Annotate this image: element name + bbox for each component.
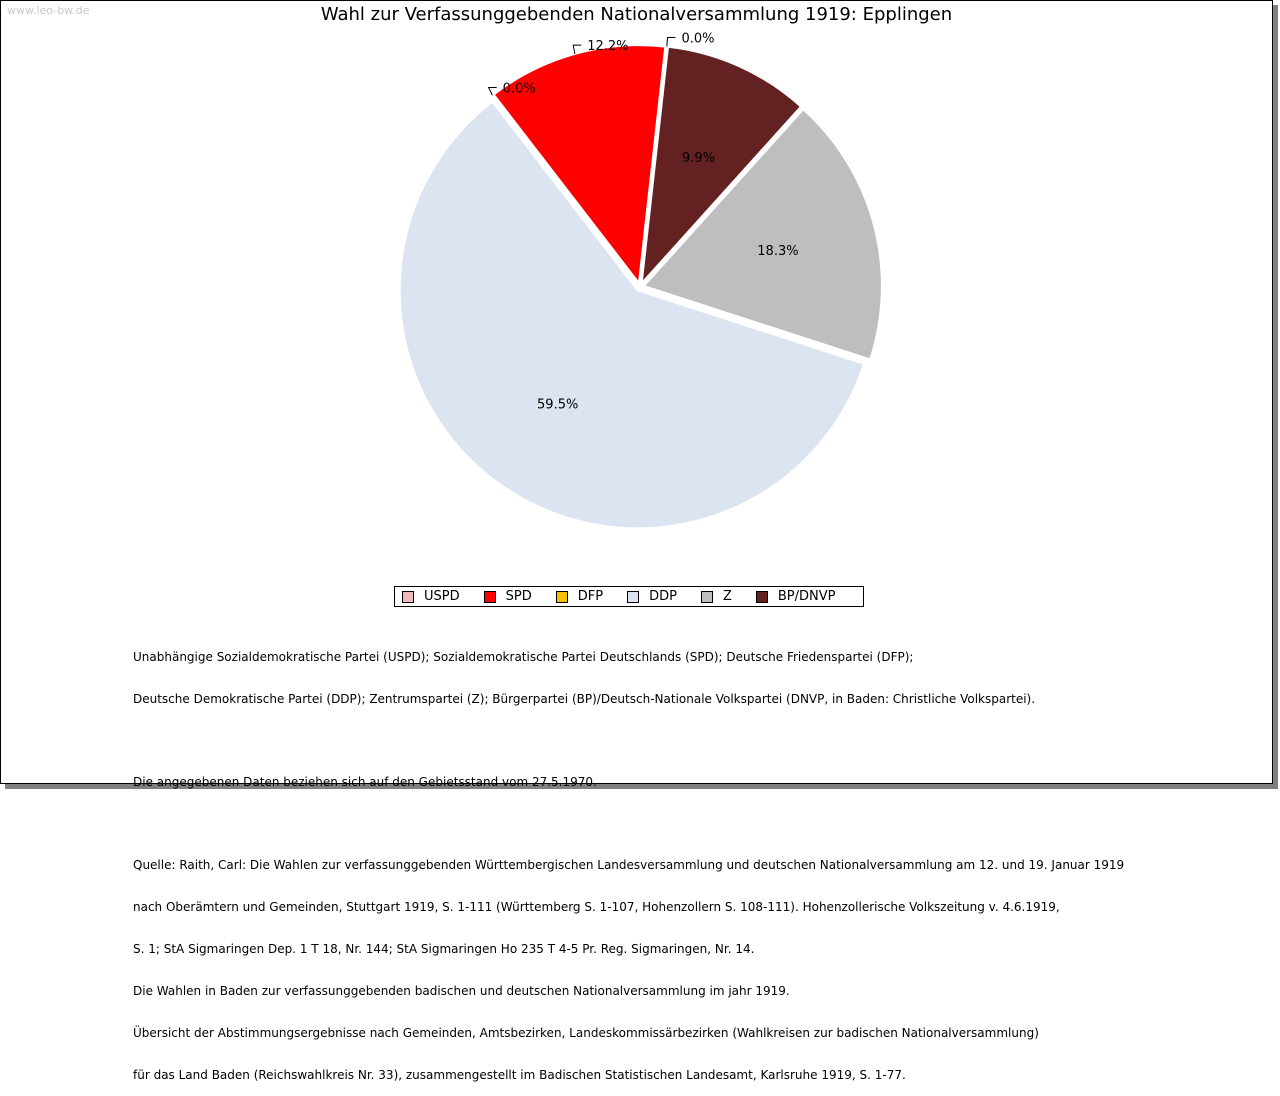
notes: Unabhängige Sozialdemokratische Partei (… [133,622,1124,1096]
pie-leader-spd [572,44,582,55]
notes-parties-line-2: Deutsche Demokratische Partei (DDP); Zen… [133,692,1036,706]
notes-source-line-3: S. 1; StA Sigmaringen Dep. 1 T 18, Nr. 1… [133,942,755,956]
legend-label-ddp: DDP [649,589,677,604]
pie-label-bp-dnvp: 9.9% [682,151,715,166]
notes-source-line-5: Übersicht der Abstimmungsergebnisse nach… [133,1026,1039,1040]
pie-slice-bp-dnvp [640,45,803,287]
legend-swatch-uspd [402,590,414,603]
legend-label-bp-dnvp: BP/DNVP [777,589,836,604]
chart-title: Wahl zur Verfassunggebenden Nationalvers… [320,4,953,25]
pie-label-z: 18.3% [757,244,798,259]
pie-label-dfp: 0.0% [681,32,714,47]
notes-territory: Die angegebenen Daten beziehen sich auf … [133,775,597,789]
pie-label-spd: 12.2% [587,39,628,54]
pie-leader-dfp [666,37,676,47]
legend-label-z: Z [722,589,732,604]
pie-label-ddp: 59.5% [537,398,578,413]
pie-chart: 0.0% 12.2% 0.0% 9.9% 18.3% 59.5% [398,32,883,530]
legend-swatch-spd [483,590,496,603]
legend-item-bp-dnvp: BP/DNVP [755,589,836,604]
legend-swatch-dfp [555,590,568,603]
notes-source-line-6: für das Land Baden (Reichswahlkreis Nr. … [133,1068,906,1082]
pie-label-uspd: 0.0% [503,82,536,97]
legend-item-spd: SPD [483,589,532,604]
pie-slice-z [642,107,883,361]
legend-swatch-bp-dnvp [755,590,768,603]
legend-item-ddp: DDP [627,589,677,604]
notes-parties-line-1: Unabhängige Sozialdemokratische Partei (… [133,650,914,664]
watermark: www.leo-bw.de [7,4,90,17]
pie-leader-uspd [487,87,497,96]
legend-item-uspd: USPD [402,589,460,604]
legend-label-uspd: USPD [424,589,460,604]
legend-item-dfp: DFP [555,589,604,604]
legend-label-spd: SPD [505,589,532,604]
notes-source-line-2: nach Oberämtern und Gemeinden, Stuttgart… [133,900,1060,914]
legend-swatch-z [700,590,713,603]
legend-item-z: Z [700,589,732,604]
legend-label-dfp: DFP [577,589,604,604]
legend-swatch-ddp [627,590,640,603]
pie-slice-ddp [398,100,866,530]
legend: USPD SPD DFP DDP Z BP/DNVP [394,586,864,607]
notes-source-line-1: Quelle: Raith, Carl: Die Wahlen zur verf… [133,858,1125,872]
notes-source-line-4: Die Wahlen in Baden zur verfassunggebend… [133,984,790,998]
pie-slice-spd [492,44,667,286]
